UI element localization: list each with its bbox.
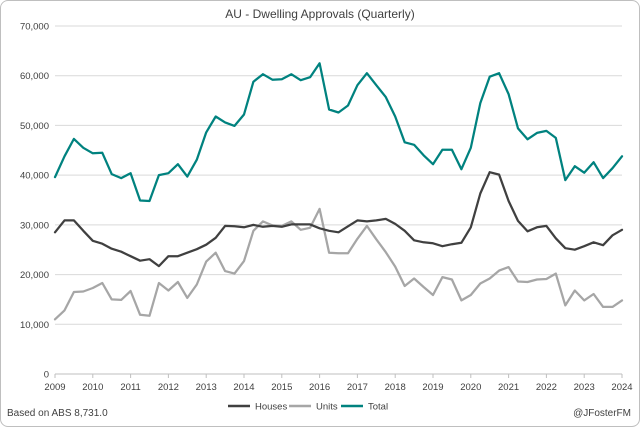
y-tick-label: 50,000 — [20, 121, 49, 132]
series-line-units — [53, 207, 624, 321]
y-tick-label: 0 — [44, 370, 49, 381]
x-axis: 2009 2010 2011 2012 2013 2014 2015 2016 2017 2018… — [44, 374, 633, 393]
x-tick-label: 2009 — [44, 382, 65, 393]
y-tick-label: 30,000 — [20, 220, 49, 231]
legend: Houses Units Total — [228, 402, 388, 413]
y-tick-label: 40,000 — [20, 171, 49, 182]
x-tick-label: 2022 — [536, 382, 557, 393]
x-tick-label: 2012 — [158, 382, 179, 393]
series-lines — [53, 62, 624, 321]
x-tick-label: 2024 — [611, 382, 632, 393]
series-line-total — [53, 62, 624, 203]
x-tick-label: 2023 — [574, 382, 595, 393]
x-tick-label: 2011 — [120, 382, 140, 393]
x-tick-label: 2017 — [347, 382, 368, 393]
chart-title: AU - Dwelling Approvals (Quarterly) — [225, 7, 414, 21]
x-tick-label: 2015 — [271, 382, 292, 393]
y-tick-label: 20,000 — [20, 270, 49, 281]
source-note: Based on ABS 8,731.0 — [7, 408, 108, 419]
x-tick-label: 2018 — [385, 382, 406, 393]
gridlines — [55, 25, 622, 375]
x-tick-label: 2019 — [422, 382, 443, 393]
x-tick-label: 2013 — [196, 382, 217, 393]
y-tick-label: 10,000 — [20, 320, 49, 331]
y-tick-label: 60,000 — [20, 71, 49, 82]
legend-label-total: Total — [368, 402, 388, 413]
y-axis: 0 10,000 20,000 30,000 40,000 50,000 60,000 70,… — [20, 22, 49, 381]
x-tick-label: 2016 — [309, 382, 330, 393]
legend-label-units: Units — [316, 402, 338, 413]
y-tick-label: 70,000 — [20, 22, 49, 33]
x-tick-label: 2010 — [82, 382, 103, 393]
legend-label-houses: Houses — [255, 402, 287, 413]
x-tick-label: 2021 — [498, 382, 519, 393]
x-tick-label: 2020 — [460, 382, 481, 393]
x-tick-label: 2014 — [233, 382, 254, 393]
credit-note: @JFosterFM — [573, 408, 631, 419]
series-line-houses — [53, 171, 624, 268]
